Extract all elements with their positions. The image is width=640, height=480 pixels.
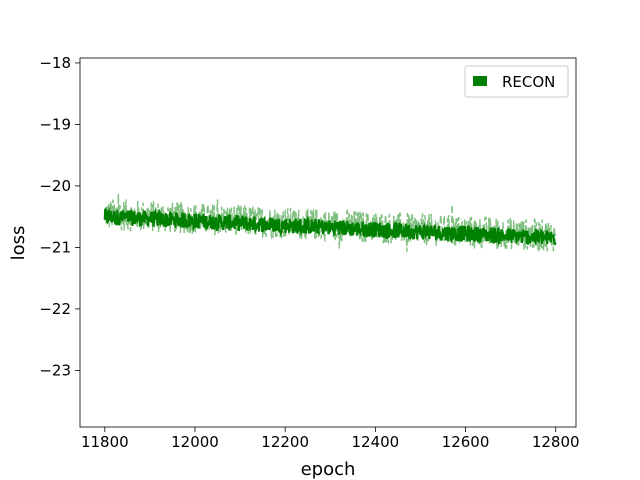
legend: RECON	[464, 65, 569, 98]
x-axis: 11800 12000 12200 12400 12600 12800	[81, 427, 580, 451]
recon-smoothed-line	[103, 206, 557, 247]
x-tick-label: 12000	[171, 433, 219, 451]
x-tick-label: 12600	[442, 433, 490, 451]
y-tick-label: −23	[39, 361, 71, 379]
y-tick-label: −18	[39, 54, 71, 72]
y-tick-label: −19	[39, 115, 71, 133]
y-tick-label: −20	[39, 177, 71, 195]
legend-swatch	[473, 76, 487, 86]
x-tick-label: 12800	[532, 433, 580, 451]
y-tick-label: −22	[39, 300, 71, 318]
x-tick-label: 12400	[351, 433, 399, 451]
y-axis: −18 −19 −20 −21 −22 −23	[39, 54, 80, 379]
y-axis-label: loss	[8, 226, 29, 261]
x-tick-label: 12200	[261, 433, 309, 451]
smoothed-series-layer	[103, 206, 557, 247]
plot-frame	[79, 57, 577, 428]
x-tick-label: 11800	[81, 433, 129, 451]
x-axis-label: epoch	[301, 459, 356, 480]
legend-box	[464, 65, 569, 98]
legend-label-recon: RECON	[502, 73, 555, 91]
y-tick-label: −21	[39, 238, 71, 256]
